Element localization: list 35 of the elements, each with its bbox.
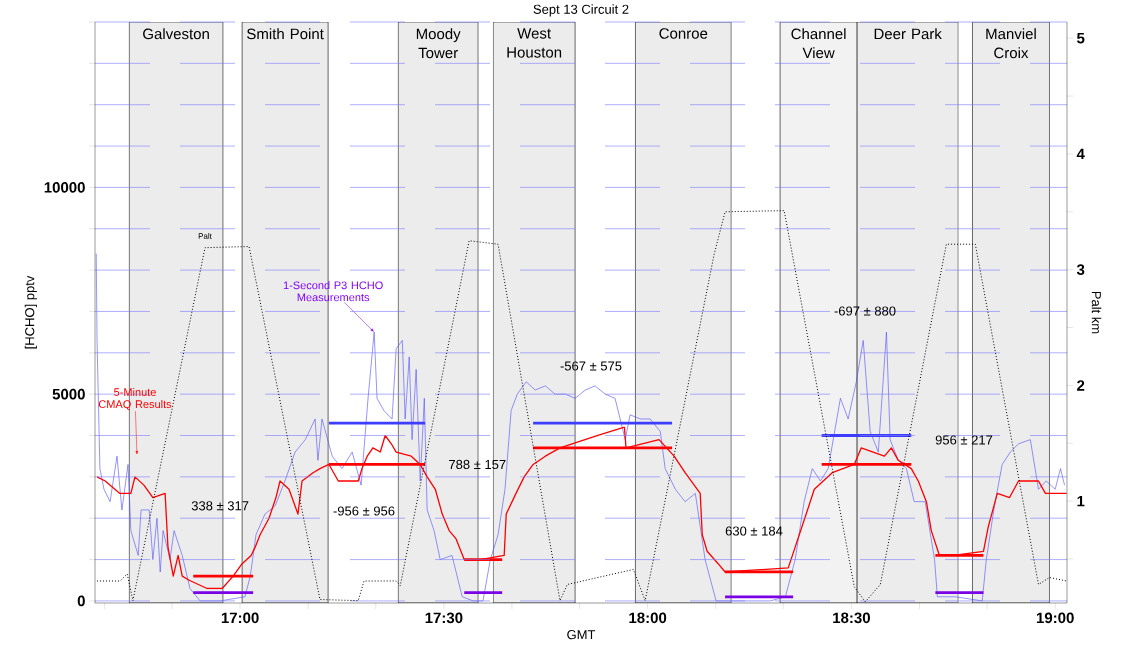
y2-axis-title: Palt km [1091, 291, 1102, 334]
band-label: Galveston [143, 28, 209, 40]
annotation: Palt [198, 233, 212, 239]
annotation: -956 ± 956 [333, 506, 395, 516]
y-tick-label: 10000 [44, 182, 85, 193]
y-tick-label: 0 [77, 595, 85, 607]
annotation: 956 ± 217 [935, 435, 993, 445]
y2-tick-label: 5 [1076, 32, 1085, 44]
x-axis-title: GMT [567, 630, 596, 640]
y-tick-label: 5000 [52, 388, 85, 400]
annotation: 338 ± 317 [191, 501, 249, 511]
x-tick-label: 17:00 [221, 612, 259, 624]
annotation: 788 ± 157 [449, 459, 506, 470]
band-label: Manviel Croix [986, 28, 1036, 59]
y2-tick-label: 3 [1076, 264, 1085, 275]
annotation: -567 ± 575 [560, 361, 622, 371]
annotation: 1-Second P3 HCHO Measurements [283, 281, 383, 302]
annotation: -697 ± 880 [834, 306, 896, 316]
annotation: 630 ± 184 [725, 526, 783, 536]
band-label: Smith Point [247, 28, 324, 40]
band-label: Deer Park [874, 28, 942, 40]
x-tick-label: 17:30 [425, 612, 463, 624]
y2-tick-label: 2 [1077, 380, 1085, 391]
y-axis-title: [HCHO] pptv [24, 275, 37, 349]
annotation: 5-Minute CMAQ Results [98, 387, 172, 410]
x-tick-label: 19:00 [1036, 612, 1074, 624]
band-label: Moody Tower [416, 28, 461, 59]
y2-tick-label: 1 [1077, 495, 1085, 507]
x-tick-label: 18:30 [833, 612, 870, 624]
x-tick-label: 18:00 [629, 612, 667, 624]
band-label: West Houston [507, 28, 562, 58]
y2-tick-label: 4 [1076, 148, 1085, 160]
chart-title: Sept 13 Circuit 2 [533, 4, 629, 17]
band-label: Conroe [659, 28, 708, 39]
band-label: Channel View [791, 28, 846, 59]
